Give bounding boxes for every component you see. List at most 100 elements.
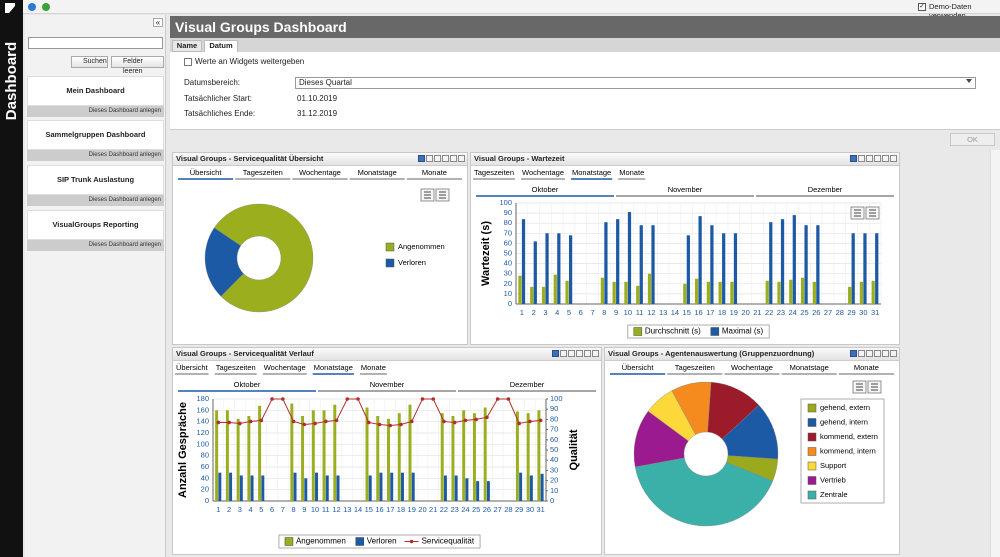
bar — [379, 472, 383, 501]
widget-tab[interactable]: Tageszeiten — [474, 168, 514, 177]
add-icon[interactable] — [42, 3, 50, 11]
widget-icon[interactable] — [552, 350, 559, 357]
widget-tab[interactable]: Monate — [854, 363, 879, 372]
widget-icon[interactable] — [584, 350, 591, 357]
dashboard-item[interactable]: VisualGroups Reporting — [27, 210, 164, 240]
dashboard-item[interactable]: SIP Trunk Auslastung — [27, 165, 164, 195]
y-tick-label: 80 — [201, 451, 209, 460]
period-label[interactable]: Dezember — [808, 185, 843, 194]
bar — [616, 219, 620, 304]
line-marker — [259, 418, 264, 423]
y-tick-label: 0 — [205, 496, 209, 505]
widget-icon[interactable] — [874, 350, 881, 357]
period-label[interactable]: Oktober — [234, 380, 261, 389]
widget-tab[interactable]: Tageszeiten — [675, 363, 715, 372]
side-title: Dashboard — [3, 41, 20, 121]
widget-icon[interactable] — [866, 350, 873, 357]
x-tick-label: 17 — [386, 505, 394, 514]
y-tick-label: 40 — [201, 473, 209, 482]
checkbox[interactable] — [184, 58, 192, 66]
x-tick-label: 30 — [859, 308, 867, 317]
x-tick-label: 3 — [238, 505, 242, 514]
widget-tab[interactable]: Tageszeiten — [216, 363, 256, 372]
tab[interactable]: Name — [172, 40, 202, 52]
dashboard-item[interactable]: Sammelgruppen Dashboard — [27, 120, 164, 150]
widget-icon[interactable] — [434, 155, 441, 162]
widget-icon[interactable] — [850, 350, 857, 357]
widget-tab[interactable]: Wochentage — [522, 168, 564, 177]
widget-tab[interactable]: Übersicht — [622, 363, 655, 372]
widget-tab[interactable]: Monatstage — [790, 363, 829, 372]
bar — [333, 404, 337, 501]
widget-tab[interactable]: Tageszeiten — [243, 168, 283, 177]
widget-chart: Übersicht Tageszeiten Wochentage Monatstage… — [610, 363, 894, 527]
widget-icon[interactable] — [576, 350, 583, 357]
ok-button[interactable]: OK — [950, 133, 995, 146]
dashboard-action[interactable]: Dieses Dashboard anlegen — [27, 240, 164, 251]
widget-icon[interactable] — [858, 350, 865, 357]
widget-tab[interactable]: Wochentage — [299, 168, 341, 177]
widget-icon[interactable] — [592, 350, 599, 357]
tab-active[interactable]: Datum — [204, 40, 238, 52]
widget-icon[interactable] — [882, 350, 889, 357]
widget: Visual Groups - Servicequalität Verlauf Ü… — [172, 347, 602, 555]
widget-icon[interactable] — [850, 155, 857, 162]
refresh-icon[interactable] — [28, 3, 36, 11]
y-tick-label: 60 — [201, 462, 209, 471]
period-label[interactable]: November — [668, 185, 703, 194]
widget-icon[interactable] — [568, 350, 575, 357]
widget-icon[interactable] — [874, 155, 881, 162]
x-tick-label: 5 — [567, 308, 571, 317]
widget-tab[interactable]: Wochentage — [264, 363, 306, 372]
widget-icon[interactable] — [458, 155, 465, 162]
x-tick-label: 9 — [614, 308, 618, 317]
widget-icon[interactable] — [442, 155, 449, 162]
bar — [540, 473, 544, 501]
bar — [765, 280, 769, 304]
widget-tab[interactable]: Monatstage — [572, 168, 611, 177]
search-button[interactable]: Suchen — [71, 56, 108, 68]
bar — [537, 410, 541, 501]
collapse-icon[interactable] — [5, 3, 15, 13]
widget-icon[interactable] — [890, 350, 897, 357]
widget-icon[interactable] — [450, 155, 457, 162]
widget-icon[interactable] — [866, 155, 873, 162]
demo-checkbox[interactable]: ✓ — [918, 3, 926, 11]
line-marker — [495, 397, 500, 401]
widget-icon[interactable] — [858, 155, 865, 162]
bar — [440, 413, 444, 501]
widget-icon[interactable] — [890, 155, 897, 162]
x-tick-label: 4 — [249, 505, 253, 514]
widget-icon[interactable] — [426, 155, 433, 162]
bar — [365, 407, 369, 501]
widget-tab[interactable]: Monate — [619, 168, 644, 177]
widget-chart: Tageszeiten Wochentage Monatstage Monate Okt… — [473, 168, 894, 339]
widget-tab[interactable]: Monatstage — [314, 363, 353, 372]
widget-icon[interactable] — [560, 350, 567, 357]
bar — [694, 278, 699, 304]
dashboard-action[interactable]: Dieses Dashboard anlegen — [27, 106, 164, 117]
y-tick-label: 140 — [196, 417, 209, 426]
collapse-button[interactable]: « — [153, 18, 163, 27]
bar — [304, 478, 308, 501]
clear-button[interactable]: Felder leeren — [111, 56, 164, 75]
bar — [733, 233, 738, 304]
widget-tab[interactable]: Monate — [361, 363, 386, 372]
widget-tab[interactable]: Monate — [422, 168, 447, 177]
period-label[interactable]: Dezember — [510, 380, 545, 389]
x-tick-label: 8 — [291, 505, 295, 514]
dashboard-action[interactable]: Dieses Dashboard anlegen — [27, 195, 164, 206]
range-select[interactable]: Dieses Quartal — [295, 77, 976, 89]
search-input[interactable] — [28, 37, 163, 49]
period-label[interactable]: Oktober — [532, 185, 559, 194]
widget-tab[interactable]: Übersicht — [190, 168, 223, 177]
dashboard-item[interactable]: Mein Dashboard — [27, 76, 164, 106]
widget-icon[interactable] — [418, 155, 425, 162]
widget-tab[interactable]: Monatstage — [358, 168, 397, 177]
widget-icon[interactable] — [882, 155, 889, 162]
dashboard-action[interactable]: Dieses Dashboard anlegen — [27, 150, 164, 161]
widget-tab[interactable]: Wochentage — [731, 363, 773, 372]
widget-tab[interactable]: Übersicht — [176, 363, 209, 372]
period-label[interactable]: November — [370, 380, 405, 389]
legend-box — [627, 324, 770, 339]
